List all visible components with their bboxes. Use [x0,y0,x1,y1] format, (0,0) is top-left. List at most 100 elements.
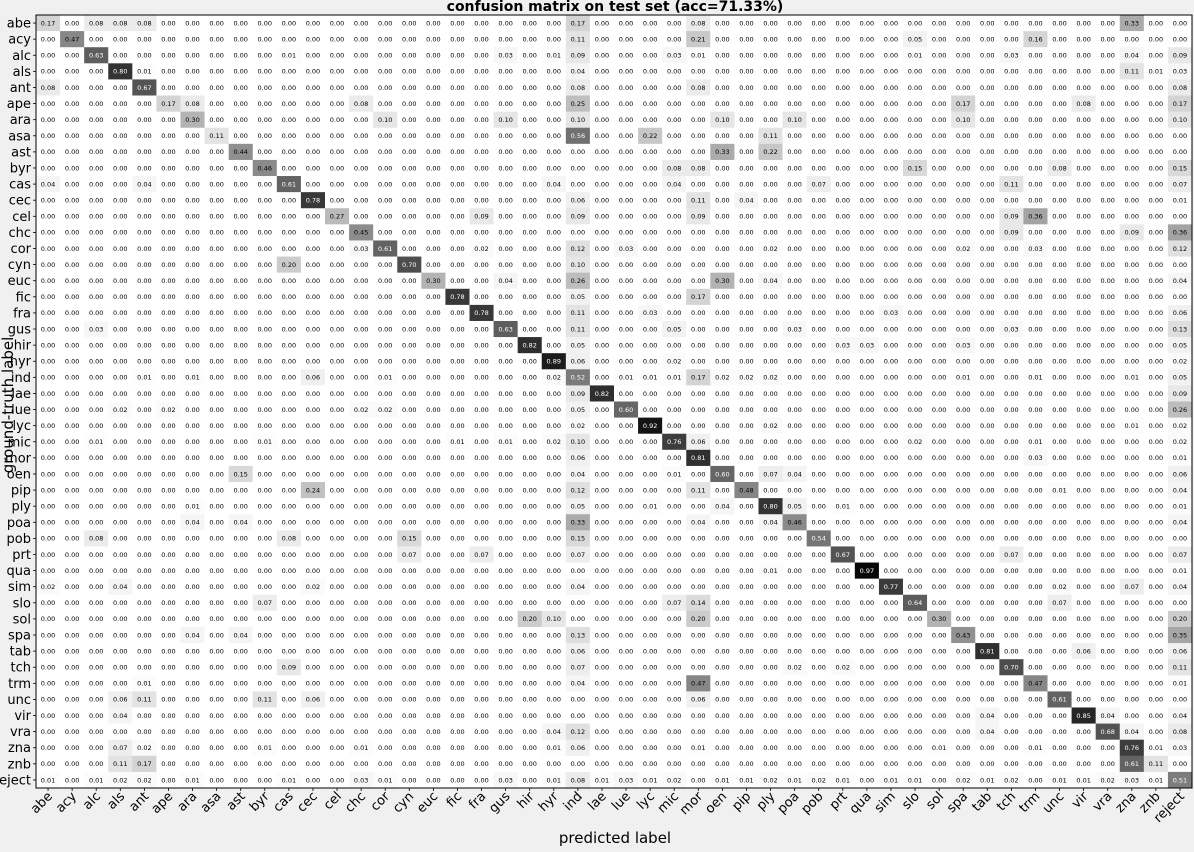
cell-value-label: 0.00 [1004,454,1018,462]
y-tick-label: unc [7,693,31,708]
x-tick-label: unc [1040,789,1067,816]
cell-value-label: 0.00 [65,358,79,366]
cell-value-label: 0.04 [185,519,199,527]
cell-value-label: 0.00 [402,744,416,752]
cell-value-label: 0.00 [836,454,850,462]
cell-value-label: 0.00 [330,438,344,446]
cell-value-label: 0.00 [233,760,247,768]
heatmap-cell [156,63,181,80]
cell-value-label: 0.00 [354,213,368,221]
cell-value-label: 0.00 [450,422,464,430]
cell-value-label: 0.00 [787,293,801,301]
cell-value-label: 0.00 [1028,567,1042,575]
cell-value-label: 0.00 [1125,116,1139,124]
cell-value-label: 0.00 [739,19,753,27]
cell-value-label: 0.00 [185,744,199,752]
cell-value-label: 0.00 [1149,551,1163,559]
cell-value-label: 0.01 [89,776,103,784]
cell-value-label: 0.03 [1173,68,1187,76]
cell-value-label: 0.00 [89,261,103,269]
cell-value-label: 0.00 [595,615,609,623]
cell-value-label: 0.00 [209,712,223,720]
cell-value-label: 0.00 [547,422,561,430]
heatmap-cell [1095,63,1121,80]
cell-value-label: 0.00 [667,744,681,752]
heatmap-cell [999,63,1024,80]
cell-value-label: 0.00 [547,100,561,108]
cell-value-label: 0.00 [474,454,488,462]
x-tick-label: cyn [390,789,417,816]
cell-value-label: 0.01 [378,776,392,784]
cell-value-label: 0.10 [715,116,729,124]
cell-value-label: 0.00 [233,358,247,366]
cell-value-label: 0.00 [113,197,127,205]
cell-value-label: 0.00 [836,245,850,253]
cell-value-label: 0.00 [258,664,272,672]
cell-value-label: 0.00 [1052,100,1066,108]
cell-value-label: 0.00 [402,68,416,76]
cell-value-label: 0.00 [643,325,657,333]
cell-value-label: 0.07 [258,599,272,607]
cell-value-label: 0.00 [233,615,247,623]
heatmap-cell [830,63,856,80]
heatmap-cell [517,31,543,48]
cell-value-label: 0.01 [258,438,272,446]
heatmap-cell [878,47,904,64]
cell-value-label: 0.00 [932,486,946,494]
cell-value-label: 0.00 [715,422,729,430]
cell-value-label: 0.00 [1004,277,1018,285]
cell-value-label: 0.00 [1028,422,1042,430]
cell-value-label: 0.00 [402,583,416,591]
heatmap-cell [84,31,109,48]
cell-value-label: 0.00 [715,583,729,591]
cell-value-label: 0.00 [932,406,946,414]
cell-value-label: 0.00 [378,583,392,591]
cell-value-label: 0.00 [811,164,825,172]
cell-value-label: 0.00 [884,197,898,205]
x-tick-label: ply [754,789,779,814]
cell-value-label: 0.00 [908,680,922,688]
cell-value-label: 0.00 [65,132,79,140]
cell-value-label: 0.00 [691,277,705,285]
cell-value-label: 0.00 [378,293,392,301]
cell-value-label: 0.00 [619,631,633,639]
cell-value-label: 0.00 [1076,486,1090,494]
cell-value-label: 0.00 [715,35,729,43]
cell-value-label: 0.00 [956,180,970,188]
cell-value-label: 0.00 [1100,19,1114,27]
cell-value-label: 0.00 [498,712,512,720]
cell-value-label: 0.04 [233,631,247,639]
cell-value-label: 0.00 [402,35,416,43]
heatmap-cell [975,47,1000,64]
cell-value-label: 0.06 [691,438,705,446]
cell-value-label: 0.00 [595,35,609,43]
cell-value-label: 0.00 [811,664,825,672]
cell-value-label: 0.00 [691,760,705,768]
cell-value-label: 0.00 [113,535,127,543]
cell-value-label: 0.00 [113,502,127,510]
cell-value-label: 0.00 [137,116,151,124]
cell-value-label: 0.00 [1028,148,1042,156]
heatmap-cell [1071,63,1096,80]
cell-value-label: 0.00 [787,35,801,43]
cell-value-label: 0.00 [1149,277,1163,285]
cell-value-label: 0.02 [667,358,681,366]
cell-value-label: 0.00 [571,696,585,704]
cell-value-label: 0.06 [1076,647,1090,655]
cell-value-label: 0.00 [836,535,850,543]
cell-value-label: 0.00 [932,35,946,43]
cell-value-label: 0.00 [715,567,729,575]
cell-value-label: 0.09 [1004,229,1018,237]
cell-value-label: 0.07 [474,551,488,559]
cell-value-label: 0.00 [1028,486,1042,494]
cell-value-label: 0.00 [233,664,247,672]
cell-value-label: 0.00 [619,100,633,108]
cell-value-label: 0.00 [113,148,127,156]
cell-value-label: 0.00 [956,422,970,430]
heatmap-cell [469,15,494,32]
cell-value-label: 0.05 [1173,341,1187,349]
cell-value-label: 0.00 [1125,148,1139,156]
cell-value-label: 0.00 [811,213,825,221]
y-tick-label: cec [9,194,31,209]
cell-value-label: 0.00 [1125,615,1139,623]
